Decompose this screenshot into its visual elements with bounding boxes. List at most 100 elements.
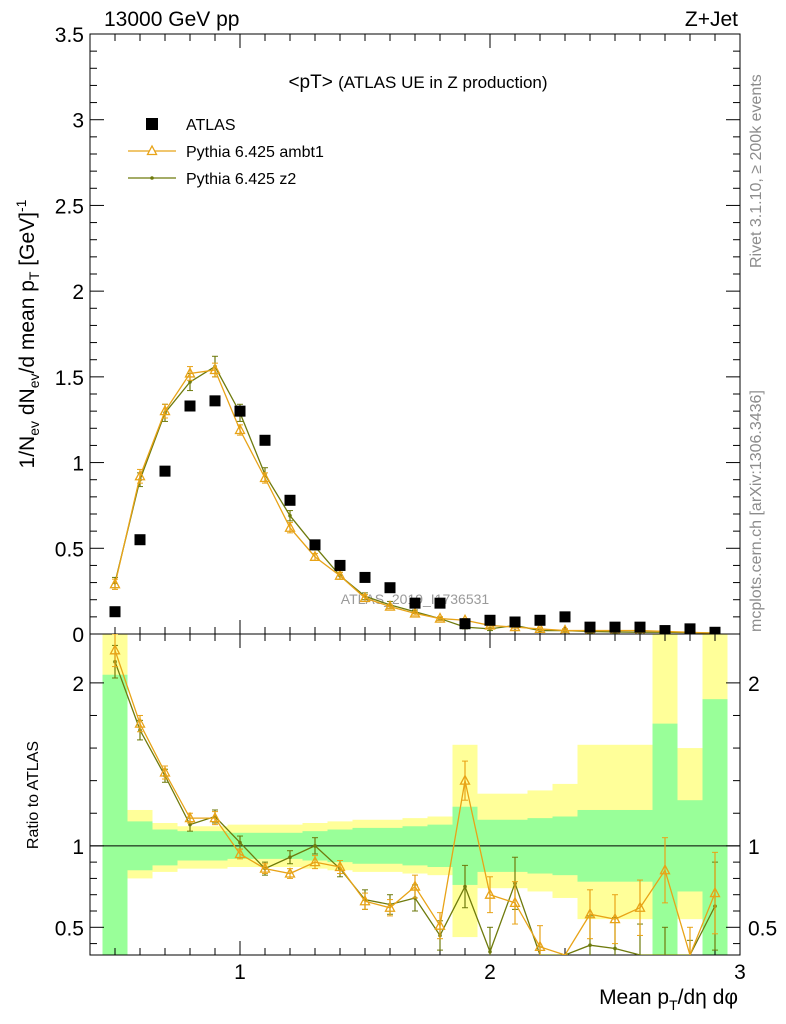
atlas-point	[184, 400, 196, 412]
ambt1-point	[559, 624, 571, 634]
ambt1-point	[534, 622, 546, 634]
legend-z2-label: Pythia 6.425 z2	[186, 171, 296, 188]
legend-ambt1-marker	[146, 144, 158, 156]
atlas-point	[134, 534, 146, 546]
atlas-point	[234, 405, 246, 417]
y-tick-label: 2	[748, 673, 760, 696]
ratio-z2-point	[463, 884, 467, 889]
ratio-ambt1-point	[634, 901, 646, 912]
ratio-z2-point	[238, 840, 242, 845]
legend-z2-marker	[150, 176, 154, 180]
atlas-point	[709, 626, 721, 634]
atlas-point	[209, 395, 221, 407]
ratio-ambt1-point	[584, 907, 596, 919]
legend-ambt1-label: Pythia 6.425 ambt1	[186, 144, 324, 161]
atlas-point	[609, 621, 621, 633]
y-tick-label: 2.5	[55, 195, 84, 218]
ratio-ambt1-point	[109, 643, 121, 655]
ambt1-point	[159, 404, 171, 416]
band-inner	[102, 674, 128, 955]
z2-point	[188, 380, 192, 384]
ratio-ambt1-point	[259, 862, 271, 873]
atlas-point	[409, 597, 421, 609]
legend-atlas-marker	[146, 118, 158, 130]
y-tick-label: 3	[72, 110, 84, 133]
ambt1-point	[334, 569, 346, 580]
ambt1-point	[359, 591, 371, 603]
ratio-z2-point	[313, 844, 317, 848]
atlas-point	[559, 611, 571, 623]
ambt1-point	[184, 367, 196, 378]
ratio-ambt1-point	[384, 901, 396, 912]
atlas-point	[584, 621, 596, 633]
atlas-point	[384, 582, 396, 594]
ratio-ambt1-point	[284, 867, 296, 878]
atlas-point	[659, 625, 671, 634]
ratio-ambt1-point	[184, 811, 196, 823]
header-right: Z+Jet	[684, 8, 738, 31]
atlas-point	[534, 614, 546, 626]
ratio-ambt1-point	[209, 811, 221, 823]
chart-title: <pT> (ATLAS UE in Z production)	[288, 72, 547, 93]
ratio-z2-point	[188, 822, 192, 827]
y-tick-label: 2	[72, 281, 84, 304]
ratio-ambt1-point	[609, 912, 621, 924]
y-tick-label: 1	[72, 453, 84, 476]
ratio-ambt1-point	[159, 766, 171, 777]
ambt1-point	[134, 469, 146, 481]
y-tick-label: 0.5	[55, 538, 84, 561]
ambt1-point	[109, 577, 121, 589]
atlas-point	[159, 465, 171, 477]
ambt1-point	[234, 423, 246, 435]
atlas-point	[359, 571, 371, 583]
ambt1-point	[384, 600, 396, 611]
atlas-point	[459, 618, 471, 630]
ratio-z2-point	[288, 855, 292, 860]
ambt1-point	[209, 363, 221, 375]
main-panel: 00.511.522.533.5ATLAS_2019_I1736531<pT> …	[13, 24, 741, 647]
atlas-point	[634, 621, 646, 633]
y-tick-label: 1.5	[55, 367, 84, 390]
ambt1-point	[284, 521, 296, 532]
y-tick-label: 0.5	[55, 917, 84, 940]
y-tick-label: 1	[72, 836, 84, 859]
atlas-point	[684, 623, 696, 634]
z2-point	[288, 513, 292, 518]
ratio-ambt1-point	[484, 888, 496, 899]
header-left: 13000 GeV pp	[104, 8, 240, 31]
ambt1-point	[409, 607, 421, 618]
ambt1-point	[309, 550, 321, 562]
ratio-z2-point	[613, 946, 617, 951]
atlas-point	[259, 434, 271, 446]
atlas-point	[109, 606, 121, 618]
ratio-ambt1-point	[659, 863, 671, 875]
x-tick-label: 3	[734, 961, 746, 984]
ratio-z2-point	[588, 943, 592, 948]
ratio-ambt1-point	[334, 860, 346, 872]
x-axis-label: Mean pT/dη dφ	[599, 986, 738, 1013]
ratio-ambt1-point	[134, 717, 146, 728]
ratio-ambt1-point	[434, 919, 446, 930]
y-tick-label: 1	[748, 836, 760, 859]
legend-atlas-label: ATLAS	[186, 117, 236, 134]
ratio-y-axis-label: Ratio to ATLAS	[25, 741, 42, 849]
atlas-point	[509, 616, 521, 628]
x-tick-label: 2	[484, 961, 496, 984]
atlas-point	[309, 539, 321, 551]
atlas-point	[284, 494, 296, 506]
y-tick-label: 3.5	[55, 24, 84, 47]
ratio-ambt1-point	[709, 886, 721, 898]
y-tick-label: 0.5	[748, 917, 777, 940]
atlas-point	[334, 559, 346, 571]
atlas-point	[484, 614, 496, 626]
main-series	[109, 355, 721, 634]
y-axis-label: 1/Nev dNev/d mean pT [GeV]-1	[13, 199, 42, 468]
ambt1-point	[259, 471, 271, 483]
ratio-ambt1-point	[359, 894, 371, 906]
ratio-ambt1-point	[309, 855, 321, 867]
ratio-ambt1-point	[409, 880, 421, 891]
ratio-ambt1-point	[534, 940, 546, 952]
ratio-series	[109, 634, 721, 955]
